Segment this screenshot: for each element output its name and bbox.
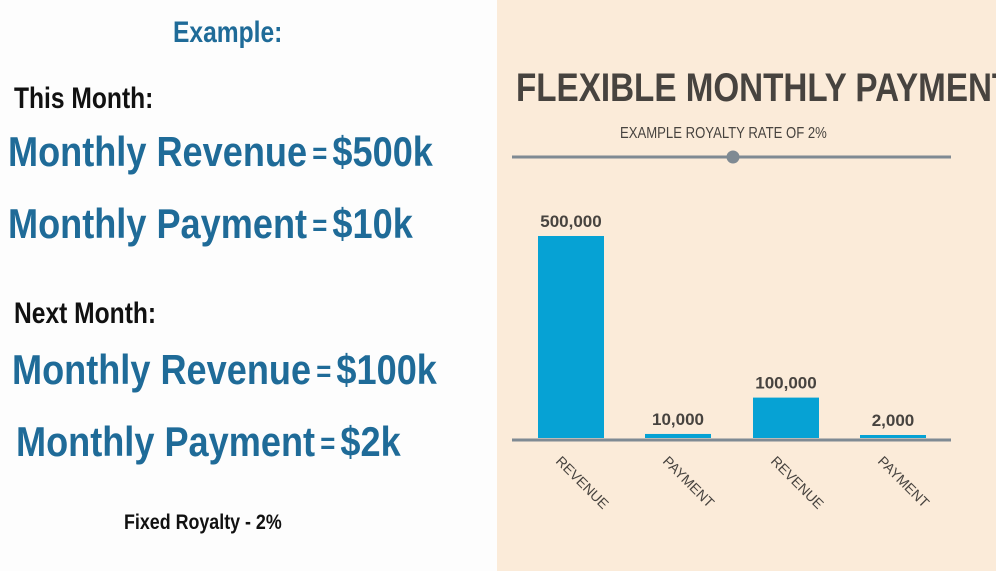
this-month-payment-value: $10k xyxy=(332,200,413,247)
bar-2 xyxy=(645,433,711,438)
category-label-3: REVENUE xyxy=(768,453,827,512)
equals-sign: = xyxy=(316,355,332,388)
chart-title: FLEXIBLE MONTHLY PAYMENTS xyxy=(516,66,996,110)
this-month-revenue-label: Monthly Revenue xyxy=(8,128,308,175)
category-label-1: REVENUE xyxy=(553,453,612,512)
this-month-payment-label: Monthly Payment xyxy=(8,200,308,247)
example-panel xyxy=(0,0,497,571)
next-month-payment-label: Monthly Payment xyxy=(16,418,316,465)
next-month-revenue-line: Monthly Revenue = $100k xyxy=(12,346,437,394)
data-label-2: 10,000 xyxy=(652,410,704,429)
this-month-revenue-value: $500k xyxy=(332,128,433,175)
next-month-revenue-value: $100k xyxy=(336,346,437,393)
chart-subtitle: EXAMPLE ROYALTY RATE OF 2% xyxy=(620,125,827,142)
this-month-revenue-line: Monthly Revenue = $500k xyxy=(8,128,433,176)
bars-layer: 500,000 REVENUE 10,000 PAYMENT 100,000 REVENU… xyxy=(538,212,933,512)
next-month-payment-line: Monthly Payment = $2k xyxy=(16,418,401,466)
equals-sign: = xyxy=(312,209,328,242)
equals-sign: = xyxy=(320,427,336,460)
category-label-4: PAYMENT xyxy=(875,453,933,511)
fixed-royalty-note: Fixed Royalty - 2% xyxy=(124,511,282,534)
bar-4 xyxy=(860,435,926,438)
example-heading: Example: xyxy=(173,16,283,49)
category-label-2: PAYMENT xyxy=(660,453,718,511)
rate-slider-knob xyxy=(726,150,740,164)
bar-3 xyxy=(753,397,819,438)
this-month-payment-line: Monthly Payment = $10k xyxy=(8,200,413,248)
this-month-heading: This Month: xyxy=(14,82,154,115)
next-month-payment-value: $2k xyxy=(340,418,401,465)
next-month-revenue-label: Monthly Revenue xyxy=(12,346,312,393)
data-label-4: 2,000 xyxy=(872,411,915,430)
data-label-3: 100,000 xyxy=(755,374,816,393)
data-label-1: 500,000 xyxy=(540,212,601,231)
equals-sign: = xyxy=(312,137,328,170)
bar-1 xyxy=(538,236,604,438)
next-month-heading: Next Month: xyxy=(14,297,157,330)
